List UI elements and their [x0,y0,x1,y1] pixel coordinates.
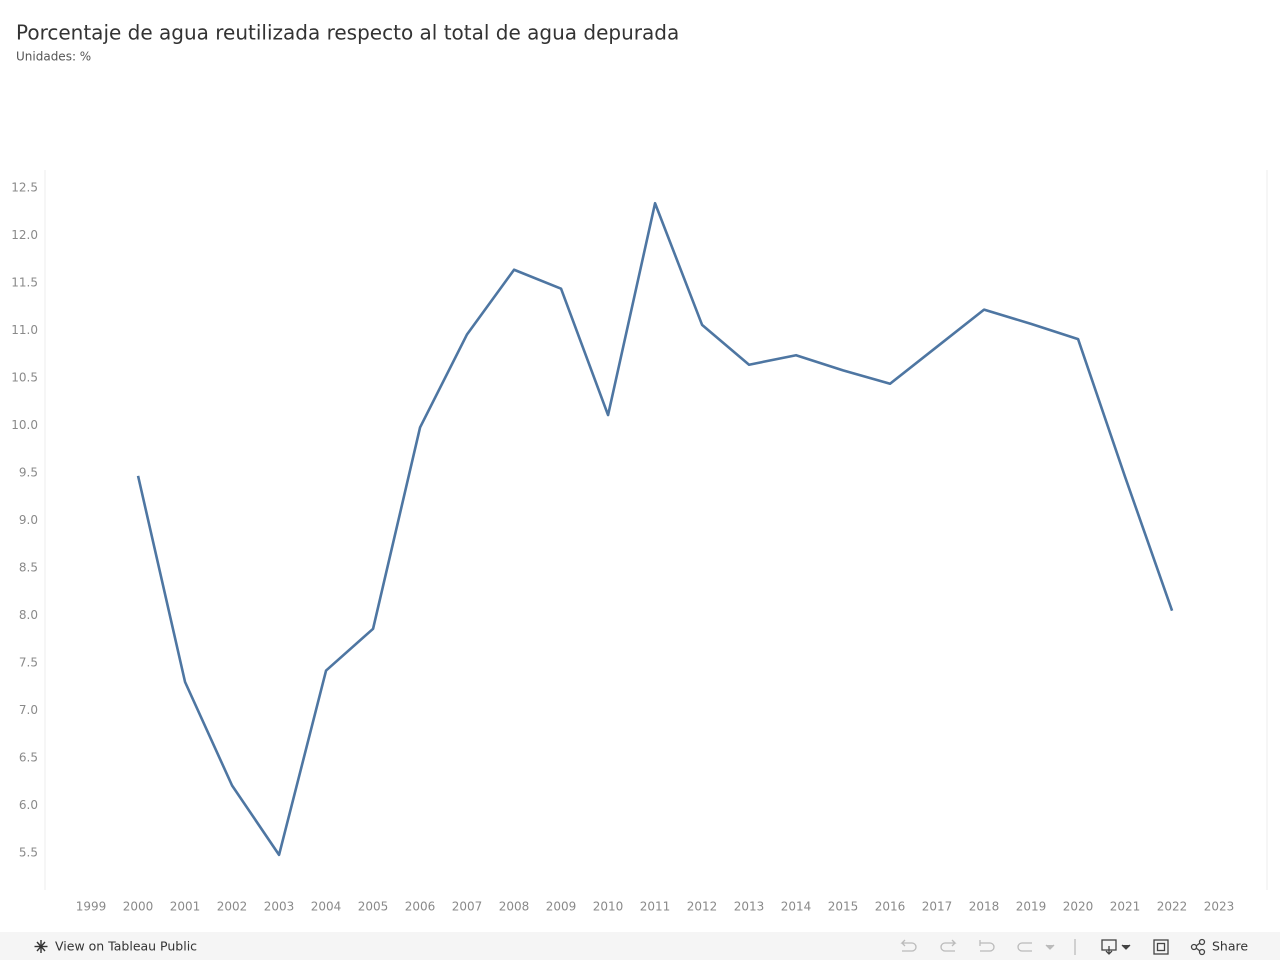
y-tick-label: 7.0 [19,703,38,717]
chart-title: Porcentaje de agua reutilizada respecto … [16,21,679,45]
x-tick-label: 2020 [1063,900,1094,914]
y-tick-label: 6.0 [19,798,38,812]
x-tick-label: 2000 [123,900,154,914]
x-tick-label: 2010 [593,900,624,914]
y-tick-label: 9.0 [19,513,38,527]
y-tick-label: 8.5 [19,560,38,574]
share-button[interactable]: Share [1212,939,1248,954]
tableau-icon[interactable] [34,940,48,953]
y-tick-label: 10.5 [11,371,38,385]
x-tick-label: 2011 [640,900,671,914]
y-tick-label: 5.5 [19,845,38,859]
y-tick-label: 7.5 [19,655,38,669]
toolbar [0,932,1280,960]
toolbar-actions[interactable] [1101,938,1206,956]
y-tick-label: 10.0 [11,418,38,432]
y-tick-label: 12.5 [11,181,38,195]
data-line [136,201,1174,857]
x-tick-label: 2017 [922,900,953,914]
x-tick-label: 2007 [452,900,483,914]
y-tick-label: 11.0 [11,323,38,337]
y-tick-label: 9.5 [19,466,38,480]
x-tick-label: 2003 [264,900,295,914]
chart-subtitle: Unidades: % [16,50,91,64]
plot-area: 5.5 6.0 6.5 7.0 7.5 8.0 8.5 9.0 9.5 10.0 10.5 11.0 1… [11,181,1234,914]
x-tick-label: 2023 [1204,900,1235,914]
x-tick-label: 2018 [969,900,1000,914]
x-tick-label: 2014 [781,900,812,914]
x-tick-label: 2013 [734,900,765,914]
view-link[interactable]: View on Tableau Public [55,939,197,954]
x-tick-label: 2005 [358,900,389,914]
x-tick-label: 2015 [828,900,859,914]
x-tick-label: 2006 [405,900,436,914]
y-tick-label: 11.5 [11,276,38,290]
x-tick-label: 2009 [546,900,577,914]
x-tick-label: 2008 [499,900,530,914]
x-tick-label: 2022 [1157,900,1188,914]
x-tick-label: 1999 [76,900,107,914]
x-tick-label: 2001 [170,900,201,914]
x-tick-label: 2012 [687,900,718,914]
toolbar-icons [900,939,1076,955]
x-tick-label: 2004 [311,900,342,914]
x-tick-label: 2002 [217,900,248,914]
x-tick-label: 2019 [1016,900,1047,914]
x-tick-label: 2021 [1110,900,1141,914]
y-tick-label: 12.0 [11,228,38,242]
x-tick-label: 2016 [875,900,906,914]
y-tick-label: 6.5 [19,750,38,764]
y-tick-label: 8.0 [19,608,38,622]
